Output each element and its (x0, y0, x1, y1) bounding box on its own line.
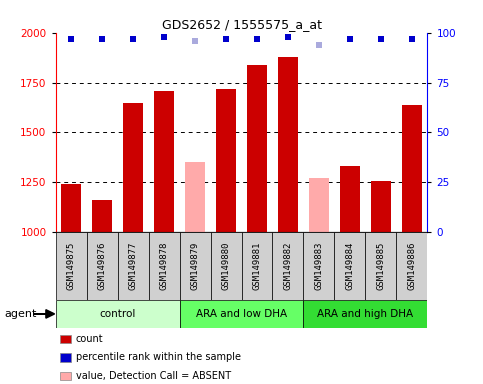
Bar (397, 232, 427, 300)
Bar (278, 56, 298, 232)
Text: GSM149877: GSM149877 (128, 242, 138, 290)
Bar (309, 179, 329, 232)
Bar (366, 232, 397, 300)
Text: GSM149881: GSM149881 (253, 242, 261, 290)
Bar (402, 104, 422, 232)
Title: GDS2652 / 1555575_a_at: GDS2652 / 1555575_a_at (161, 18, 322, 31)
Bar (56, 232, 86, 300)
Text: GSM149878: GSM149878 (159, 242, 169, 290)
Text: control: control (99, 309, 136, 319)
Text: GSM149879: GSM149879 (190, 242, 199, 290)
Text: GSM149886: GSM149886 (408, 242, 416, 290)
Text: GSM149875: GSM149875 (67, 242, 75, 290)
Bar (180, 300, 303, 328)
Text: GSM149885: GSM149885 (376, 242, 385, 290)
Text: value, Detection Call = ABSENT: value, Detection Call = ABSENT (76, 371, 231, 381)
Bar (92, 200, 112, 232)
Bar (154, 91, 174, 232)
Bar (149, 232, 180, 300)
Bar (86, 232, 117, 300)
Bar (247, 65, 267, 232)
Bar (340, 166, 360, 232)
Bar (117, 232, 149, 300)
Text: GSM149880: GSM149880 (222, 242, 230, 290)
Bar (216, 89, 236, 232)
Text: GSM149884: GSM149884 (345, 242, 355, 290)
Text: GSM149883: GSM149883 (314, 242, 324, 290)
Bar (334, 232, 366, 300)
Bar (185, 162, 205, 232)
Bar (242, 232, 272, 300)
Bar (56, 300, 180, 328)
Bar (211, 232, 242, 300)
Text: percentile rank within the sample: percentile rank within the sample (76, 353, 241, 362)
Bar (123, 103, 143, 232)
Text: ARA and high DHA: ARA and high DHA (317, 309, 413, 319)
Bar (303, 300, 427, 328)
Text: agent: agent (5, 309, 37, 319)
Bar (303, 232, 334, 300)
Text: ARA and low DHA: ARA and low DHA (196, 309, 287, 319)
Bar (272, 232, 303, 300)
Text: count: count (76, 334, 103, 344)
Bar (180, 232, 211, 300)
Text: GSM149882: GSM149882 (284, 242, 293, 290)
Text: GSM149876: GSM149876 (98, 242, 107, 290)
Bar (371, 181, 391, 232)
Bar (61, 184, 81, 232)
